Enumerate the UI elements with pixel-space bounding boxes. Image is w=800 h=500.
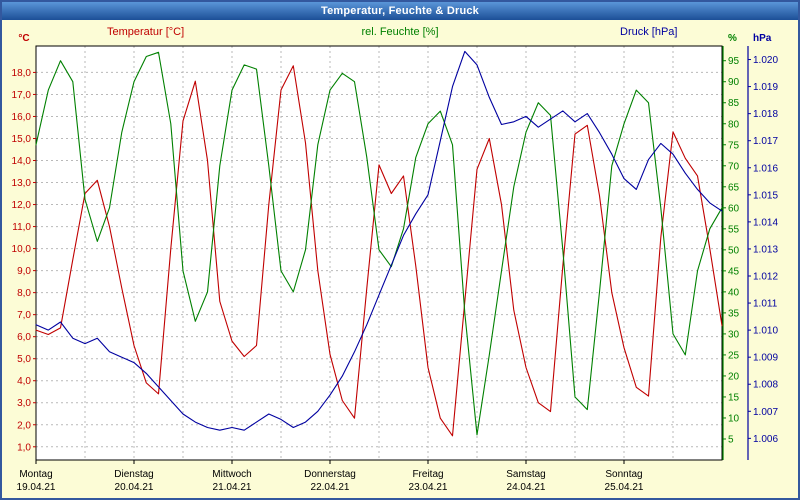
temp-tick-label: 9,0: [17, 266, 31, 277]
pressure-tick-label: 1.019: [753, 82, 778, 93]
temp-tick-label: 11,0: [12, 222, 31, 233]
humidity-tick-label: 80: [728, 119, 740, 130]
humidity-tick-label: 65: [728, 182, 740, 193]
temp-tick-label: 17,0: [12, 90, 32, 101]
legend-row: Temperatur [°C] rel. Feuchte [%] Druck […: [2, 26, 798, 40]
x-date-label: 23.04.21: [409, 482, 448, 493]
temp-tick-label: 3,0: [17, 398, 31, 409]
temp-tick-label: 14,0: [12, 156, 32, 167]
temp-tick-label: 5,0: [17, 354, 31, 365]
temp-tick-label: 13,0: [12, 178, 32, 189]
temp-tick-label: 4,0: [17, 376, 31, 387]
pressure-tick-label: 1.011: [753, 299, 778, 310]
pressure-tick-label: 1.007: [753, 407, 778, 418]
humidity-tick-label: 25: [728, 350, 740, 361]
pressure-tick-label: 1.014: [753, 217, 778, 228]
pressure-tick-label: 1.009: [753, 353, 778, 364]
pressure-tick-label: 1.015: [753, 190, 778, 201]
humidity-tick-label: 15: [728, 392, 740, 403]
x-date-label: 24.04.21: [507, 482, 546, 493]
humidity-line: [35, 51, 723, 436]
plot-border: [35, 45, 723, 461]
temp-tick-label: 10,0: [12, 244, 32, 255]
temp-tick-label: 7,0: [17, 310, 31, 321]
temp-axis-unit: °C: [18, 33, 29, 44]
x-day-label: Freitag: [412, 469, 443, 480]
humidity-tick-label: 30: [728, 329, 740, 340]
pressure-tick-label: 1.018: [753, 109, 778, 120]
pressure-tick-label: 1.006: [753, 434, 778, 445]
temp-tick-label: 12,0: [12, 200, 32, 211]
humidity-tick-label: 60: [728, 203, 740, 214]
humidity-tick-label: 5: [728, 434, 734, 445]
pressure-axis-unit: hPa: [753, 33, 772, 44]
temp-tick-label: 8,0: [17, 288, 31, 299]
x-date-label: 25.04.21: [605, 482, 644, 493]
humidity-tick-label: 75: [728, 140, 740, 151]
temp-tick-label: 16,0: [12, 112, 32, 123]
x-day-label: Sonntag: [605, 469, 642, 480]
humidity-tick-label: 55: [728, 224, 740, 235]
humidity-tick-label: 35: [728, 308, 740, 319]
x-date-label: 21.04.21: [213, 482, 252, 493]
x-day-label: Dienstag: [114, 469, 153, 480]
humidity-tick-label: 70: [728, 161, 740, 172]
x-day-label: Samstag: [506, 469, 545, 480]
humidity-tick-label: 50: [728, 245, 740, 256]
temp-tick-label: 2,0: [17, 420, 31, 431]
x-day-label: Montag: [19, 469, 52, 480]
legend-humidity: rel. Feuchte [%]: [361, 26, 439, 38]
title-bar: Temperatur, Feuchte & Druck: [2, 2, 798, 20]
pressure-tick-label: 1.008: [753, 380, 778, 391]
temperature-line: [35, 65, 723, 437]
pressure-tick-label: 1.016: [753, 163, 778, 174]
x-date-label: 20.04.21: [115, 482, 154, 493]
temp-tick-label: 1,0: [17, 442, 31, 453]
humidity-tick-label: 10: [728, 413, 740, 424]
pressure-tick-label: 1.013: [753, 244, 778, 255]
window-title: Temperatur, Feuchte & Druck: [320, 5, 479, 17]
x-day-label: Donnerstag: [304, 469, 356, 480]
legend-temperature: Temperatur [°C]: [107, 26, 185, 38]
temp-tick-label: 15,0: [12, 134, 32, 145]
humidity-tick-label: 40: [728, 287, 740, 298]
humidity-axis-unit: %: [728, 33, 737, 44]
temp-tick-label: 18,0: [12, 68, 32, 79]
humidity-tick-label: 45: [728, 266, 740, 277]
x-date-label: 19.04.21: [17, 482, 56, 493]
x-date-label: 22.04.21: [311, 482, 350, 493]
humidity-tick-label: 85: [728, 98, 740, 109]
humidity-tick-label: 95: [728, 56, 740, 67]
humidity-tick-label: 20: [728, 371, 740, 382]
pressure-tick-label: 1.020: [753, 55, 778, 66]
pressure-line: [35, 50, 723, 431]
pressure-tick-label: 1.010: [753, 326, 778, 337]
x-day-label: Mittwoch: [212, 469, 251, 480]
legend-pressure: Druck [hPa]: [620, 26, 678, 38]
humidity-tick-label: 90: [728, 77, 740, 88]
temp-tick-label: 6,0: [17, 332, 31, 343]
pressure-tick-label: 1.012: [753, 272, 778, 283]
pressure-tick-label: 1.017: [753, 136, 778, 147]
